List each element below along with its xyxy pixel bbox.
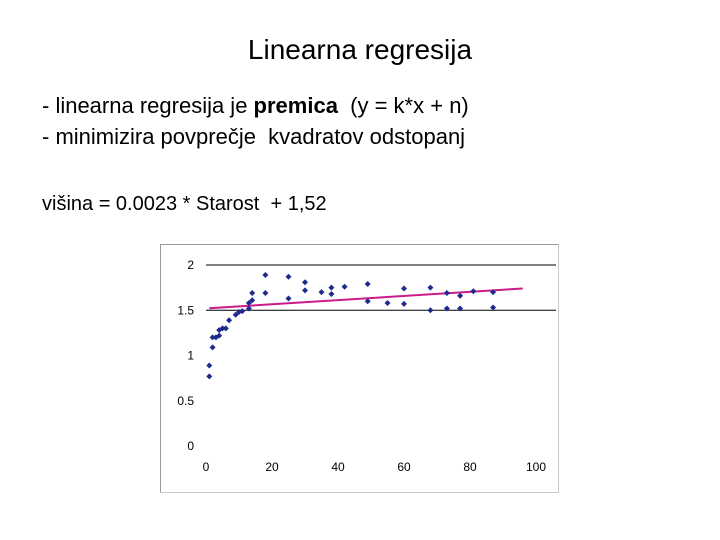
data-point [443,290,450,297]
data-point [222,325,229,332]
y-tick-label: 2 [187,258,194,272]
data-point [328,290,335,297]
data-point [216,332,223,339]
data-point [401,300,407,307]
data-point [262,290,269,297]
data-point [209,344,216,351]
data-point [262,271,269,278]
data-point [249,297,256,304]
bullet-text: - minimizira povprečje kvadratov odstopa… [42,124,466,149]
y-tick-label: 1 [187,349,194,363]
slide-title: Linearna regresija [247,34,473,65]
data-point [470,288,477,295]
data-point [384,300,391,307]
scatter-chart: 0 0.5 1 1.5 2 0 20 40 60 80 100 [160,244,559,493]
x-tick-label: 40 [331,460,345,474]
data-point [328,284,335,291]
y-tick-label: 0.5 [177,394,194,408]
data-point [245,305,252,312]
data-point [302,287,308,294]
data-point [457,292,464,299]
bullet-emphasis: premica [253,93,338,118]
regression-formula: višina = 0.0023 * Starost + 1,52 [42,193,327,215]
data-point [219,325,226,332]
x-tick-label: 60 [397,460,411,474]
bullet-list: - linearna regresija je premica (y = k*x… [42,90,469,152]
data-point [206,373,213,380]
data-point [245,300,252,307]
x-tick-label: 100 [526,460,546,474]
data-point [285,295,292,302]
data-point [285,273,292,280]
y-tick-label: 1.5 [177,303,194,317]
data-point [318,289,325,296]
data-point [443,305,450,312]
data-point [490,304,497,311]
x-tick-label: 20 [265,460,279,474]
bullet-line: - linearna regresija je premica (y = k*x… [42,90,469,121]
data-point [239,308,246,315]
bullet-text: - linearna regresija je [42,93,254,118]
data-point [302,279,308,286]
data-point [206,362,213,369]
data-point [427,284,434,291]
bullet-text-tail: (y = k*x + n) [337,93,469,118]
data-point [226,317,233,324]
data-point [364,281,371,288]
data-point [232,311,239,318]
x-tick-label: 80 [463,460,477,474]
data-point [249,290,256,297]
data-point [364,298,371,305]
data-point [457,305,464,312]
data-point [490,289,497,296]
bullet-line: - minimizira povprečje kvadratov odstopa… [42,121,469,152]
y-tick-label: 0 [187,439,194,453]
data-point [341,283,348,290]
data-point [209,334,216,341]
x-tick-label: 0 [203,460,210,474]
data-point [401,285,407,292]
data-point [427,307,434,314]
regression-line [209,287,523,310]
chart-canvas: 00.511.520 20 40 60 80 100 [177,258,556,474]
